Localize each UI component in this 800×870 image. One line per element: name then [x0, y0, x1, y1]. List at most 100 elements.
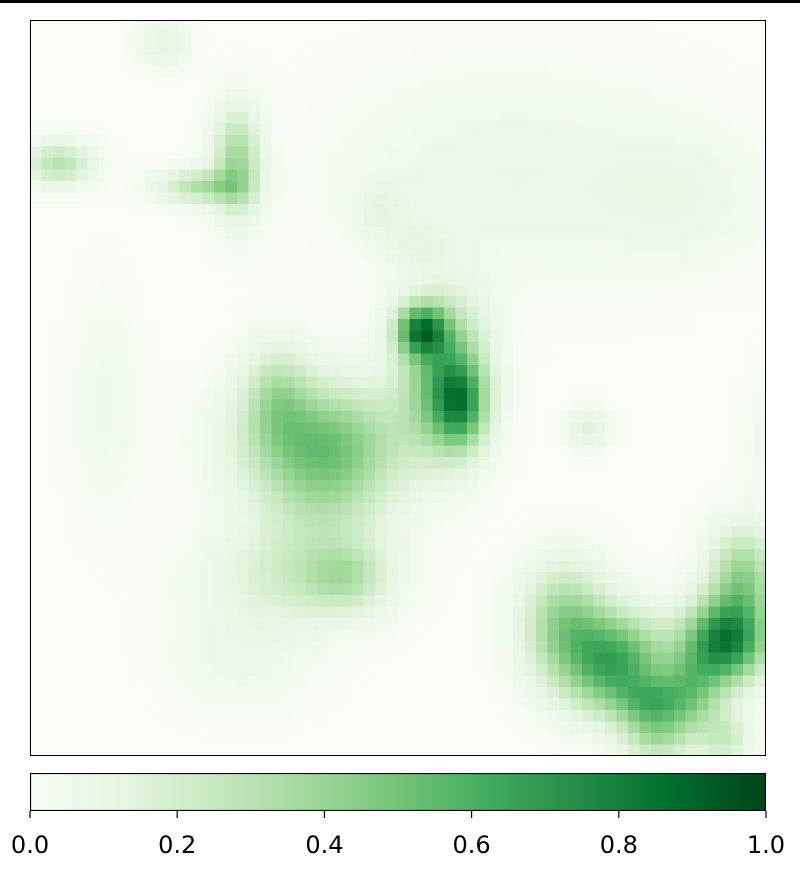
heatmap-cell [260, 227, 273, 240]
heatmap-cell [329, 376, 342, 389]
heatmap-cell [294, 675, 307, 688]
heatmap-cell [110, 560, 123, 573]
heatmap-cell [363, 238, 376, 251]
heatmap-cell [685, 422, 698, 435]
heatmap-cell [260, 204, 273, 217]
heatmap-cell [720, 641, 733, 654]
heatmap-cell [329, 342, 342, 355]
heatmap-cell [628, 399, 641, 412]
heatmap-cell [202, 20, 215, 33]
heatmap-cell [41, 146, 54, 159]
heatmap-cell [352, 296, 365, 309]
heatmap-cell [386, 204, 399, 217]
heatmap-cell [616, 319, 629, 332]
heatmap-cell [122, 273, 135, 286]
heatmap-cell [409, 468, 422, 481]
heatmap-cell [306, 158, 319, 171]
heatmap-cell [593, 675, 606, 688]
heatmap-cell [662, 445, 675, 458]
heatmap-cell [352, 284, 365, 297]
heatmap-cell [467, 422, 480, 435]
heatmap-cell [156, 169, 169, 182]
heatmap-cell [145, 572, 158, 585]
heatmap-cell [559, 721, 572, 734]
heatmap-cell [559, 158, 572, 171]
heatmap-cell [122, 595, 135, 608]
heatmap-cell [225, 641, 238, 654]
heatmap-cell [317, 273, 330, 286]
heatmap-cell [513, 652, 526, 665]
heatmap-cell [582, 721, 595, 734]
heatmap-cell [662, 744, 675, 756]
heatmap-cell [168, 698, 181, 711]
heatmap-cell [179, 388, 192, 401]
heatmap-cell [87, 261, 100, 274]
heatmap-cell [662, 77, 675, 90]
heatmap-cell [570, 342, 583, 355]
heatmap-cell [409, 192, 422, 205]
heatmap-cell [214, 365, 227, 378]
heatmap-cell [352, 330, 365, 343]
heatmap-cell [352, 514, 365, 527]
heatmap-cell [179, 43, 192, 56]
heatmap-cell [559, 238, 572, 251]
heatmap-cell [478, 238, 491, 251]
heatmap-cell [179, 54, 192, 67]
heatmap-cell [731, 606, 744, 619]
heatmap-cell [478, 100, 491, 113]
heatmap-cell [191, 710, 204, 723]
heatmap-cell [156, 629, 169, 642]
heatmap-cell [409, 560, 422, 573]
heatmap-cell [697, 480, 710, 493]
heatmap-cell [536, 572, 549, 585]
heatmap-cell [628, 583, 641, 596]
heatmap-cell [559, 204, 572, 217]
heatmap-cell [731, 100, 744, 113]
heatmap-cell [467, 652, 480, 665]
heatmap-cell [616, 227, 629, 240]
heatmap-cell [455, 66, 468, 79]
heatmap-cell [202, 664, 215, 677]
heatmap-cell [639, 43, 652, 56]
heatmap-cell [168, 169, 181, 182]
heatmap-cell [260, 664, 273, 677]
heatmap-cell [432, 514, 445, 527]
heatmap-cell [536, 43, 549, 56]
heatmap-cell [524, 227, 537, 240]
heatmap-cell [501, 503, 514, 516]
heatmap-cell [260, 100, 273, 113]
heatmap-cell [283, 365, 296, 378]
heatmap-cell [352, 572, 365, 585]
heatmap-cell [593, 77, 606, 90]
heatmap-cell [570, 675, 583, 688]
heatmap-cell [570, 468, 583, 481]
heatmap-cell [536, 503, 549, 516]
heatmap-cell [122, 687, 135, 700]
heatmap-cell [651, 261, 664, 274]
heatmap-cell [375, 560, 388, 573]
heatmap-cell [122, 710, 135, 723]
heatmap-cell [674, 250, 687, 263]
heatmap-cell [76, 100, 89, 113]
heatmap-cell [421, 514, 434, 527]
heatmap-cell [421, 641, 434, 654]
heatmap-cell [524, 250, 537, 263]
heatmap-cell [662, 20, 675, 33]
heatmap-cell [593, 89, 606, 102]
heatmap-cell [87, 411, 100, 424]
heatmap-cell [41, 503, 54, 516]
heatmap-cell [41, 376, 54, 389]
heatmap-cell [375, 215, 388, 228]
heatmap-cell [248, 434, 261, 447]
heatmap-cell [202, 342, 215, 355]
heatmap-cell [329, 606, 342, 619]
heatmap-cell [605, 112, 618, 125]
heatmap-cell [616, 158, 629, 171]
heatmap-cell [536, 284, 549, 297]
heatmap-cell [731, 710, 744, 723]
heatmap-cell [386, 629, 399, 642]
heatmap-cell [720, 572, 733, 585]
heatmap-cell [191, 698, 204, 711]
heatmap-cell [271, 710, 284, 723]
heatmap-cell [260, 480, 273, 493]
